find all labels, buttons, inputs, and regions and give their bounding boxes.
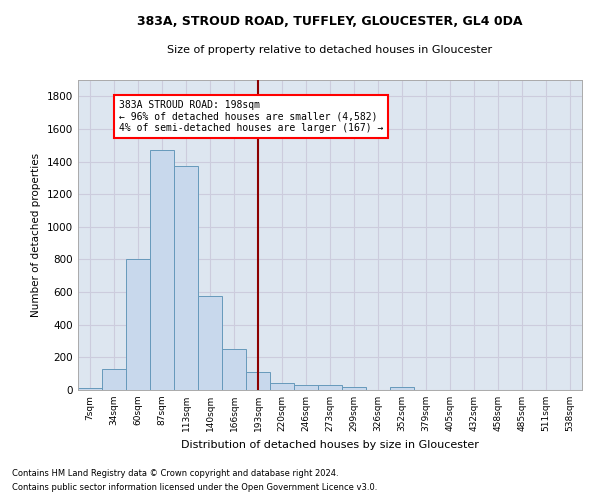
Text: 383A, STROUD ROAD, TUFFLEY, GLOUCESTER, GL4 0DA: 383A, STROUD ROAD, TUFFLEY, GLOUCESTER, … [137,15,523,28]
Bar [78,388,102,390]
Bar [390,386,414,390]
Bar [294,385,318,390]
Bar [342,386,366,390]
Bar [270,384,294,390]
Y-axis label: Number of detached properties: Number of detached properties [31,153,41,317]
Bar [126,260,150,390]
Text: 383A STROUD ROAD: 198sqm
← 96% of detached houses are smaller (4,582)
4% of semi: 383A STROUD ROAD: 198sqm ← 96% of detach… [119,100,383,133]
Text: Contains HM Land Registry data © Crown copyright and database right 2024.: Contains HM Land Registry data © Crown c… [12,468,338,477]
X-axis label: Distribution of detached houses by size in Gloucester: Distribution of detached houses by size … [181,440,479,450]
Bar [198,296,222,390]
Bar [102,369,126,390]
Bar [222,349,246,390]
Text: Size of property relative to detached houses in Gloucester: Size of property relative to detached ho… [167,45,493,55]
Bar [150,150,174,390]
Bar [174,166,198,390]
Text: Contains public sector information licensed under the Open Government Licence v3: Contains public sector information licen… [12,484,377,492]
Bar [318,385,342,390]
Bar [246,372,270,390]
